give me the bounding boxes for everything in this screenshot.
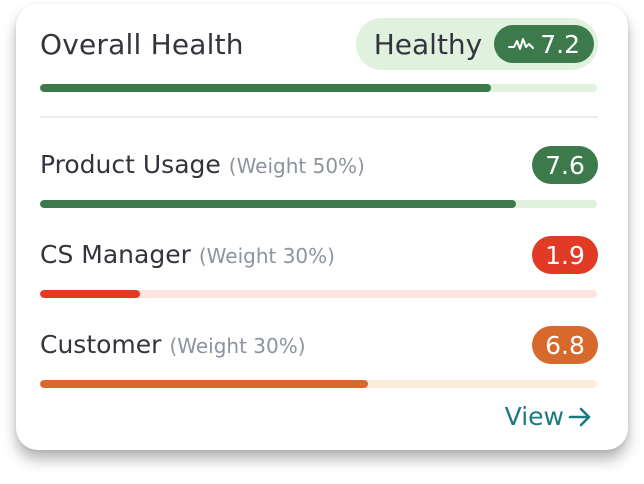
metric-progress-bar: [40, 200, 597, 208]
health-status-pill: Healthy 7.2: [355, 18, 598, 70]
view-label: View: [504, 402, 564, 431]
overall-health-title: Overall Health: [40, 28, 244, 61]
view-link[interactable]: View: [505, 402, 592, 431]
metric-weight: (Weight 50%): [228, 154, 365, 178]
divider: [40, 116, 598, 118]
overall-score-value: 7.2: [540, 29, 580, 59]
overall-progress-fill: [40, 84, 492, 92]
metric-label: Product Usage: [40, 150, 221, 179]
health-status-label: Healthy: [373, 27, 483, 61]
metric-progress-bar: [40, 290, 597, 298]
metric-progress-bar: [40, 380, 597, 388]
metric-cs-manager: CS Manager (Weight 30%): [40, 240, 335, 269]
metric-score-chip: 7.6: [532, 146, 598, 184]
arrow-right-icon: [568, 407, 591, 426]
metric-weight: (Weight 30%): [169, 334, 306, 358]
metric-score-chip: 6.8: [532, 326, 598, 364]
metric-label: CS Manager: [40, 240, 191, 269]
metric-progress-fill: [40, 380, 368, 388]
overall-score-chip: 7.2: [494, 25, 594, 63]
pulse-icon: [508, 38, 535, 50]
health-score-card: Overall Health Healthy 7.2 Product Usage…: [16, 4, 628, 450]
metric-progress-fill: [40, 200, 517, 208]
metric-weight: (Weight 30%): [198, 244, 335, 268]
metric-progress-fill: [40, 290, 141, 298]
metric-score-chip: 1.9: [532, 236, 598, 274]
metric-product-usage: Product Usage (Weight 50%): [40, 150, 365, 179]
metric-label: Customer: [40, 330, 162, 359]
metric-customer: Customer (Weight 30%): [40, 330, 306, 359]
overall-progress-bar: [40, 84, 597, 92]
